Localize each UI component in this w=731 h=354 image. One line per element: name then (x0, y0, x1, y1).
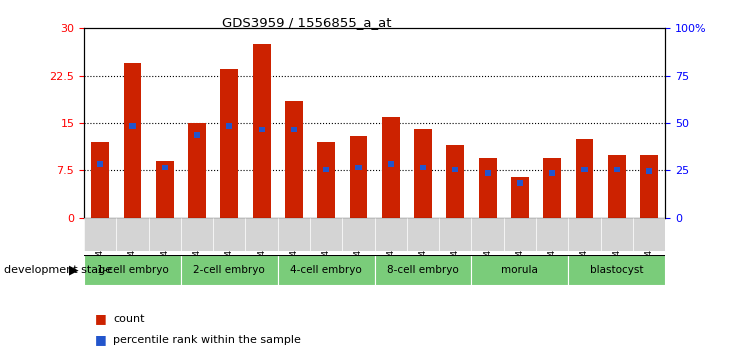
Text: ■: ■ (95, 333, 107, 346)
Bar (226, 123, 232, 129)
FancyBboxPatch shape (148, 218, 181, 251)
Bar (613, 167, 620, 172)
Bar (608, 155, 626, 218)
Bar (447, 145, 464, 218)
FancyBboxPatch shape (471, 218, 504, 251)
Text: percentile rank within the sample: percentile rank within the sample (113, 335, 301, 345)
Bar (479, 158, 496, 218)
Bar (485, 170, 491, 176)
Text: 8-cell embryo: 8-cell embryo (387, 265, 459, 275)
FancyBboxPatch shape (439, 218, 471, 251)
Bar (575, 139, 594, 218)
Bar (355, 165, 362, 170)
FancyBboxPatch shape (116, 218, 148, 251)
Bar (511, 177, 529, 218)
Bar (317, 142, 335, 218)
Text: count: count (113, 314, 145, 324)
FancyBboxPatch shape (536, 218, 569, 251)
Bar (640, 155, 658, 218)
Bar (253, 44, 270, 218)
FancyBboxPatch shape (569, 255, 665, 285)
Bar (420, 165, 426, 170)
FancyBboxPatch shape (278, 255, 374, 285)
Bar (549, 170, 556, 176)
FancyBboxPatch shape (504, 218, 536, 251)
FancyBboxPatch shape (342, 218, 374, 251)
FancyBboxPatch shape (84, 255, 181, 285)
Bar (97, 161, 103, 167)
Bar (646, 169, 652, 174)
FancyBboxPatch shape (633, 218, 665, 251)
Bar (517, 180, 523, 185)
Bar (259, 127, 265, 132)
FancyBboxPatch shape (601, 218, 633, 251)
Bar (387, 161, 394, 167)
Bar (323, 167, 330, 172)
Text: GDS3959 / 1556855_a_at: GDS3959 / 1556855_a_at (222, 16, 392, 29)
FancyBboxPatch shape (84, 218, 116, 251)
FancyBboxPatch shape (278, 218, 310, 251)
Bar (543, 158, 561, 218)
FancyBboxPatch shape (181, 255, 278, 285)
Text: 2-cell embryo: 2-cell embryo (194, 265, 265, 275)
Bar (129, 123, 136, 129)
Text: development stage: development stage (4, 265, 112, 275)
Bar (188, 123, 206, 218)
Text: 1-cell embryo: 1-cell embryo (96, 265, 168, 275)
FancyBboxPatch shape (246, 218, 278, 251)
Text: ▶: ▶ (69, 263, 78, 276)
Bar (91, 142, 109, 218)
Bar (221, 69, 238, 218)
Text: 4-cell embryo: 4-cell embryo (290, 265, 362, 275)
Bar (581, 167, 588, 172)
FancyBboxPatch shape (407, 218, 439, 251)
Bar (382, 117, 400, 218)
FancyBboxPatch shape (471, 255, 569, 285)
Bar (414, 129, 432, 218)
Bar (162, 165, 168, 170)
Bar (291, 127, 297, 132)
Bar (452, 167, 458, 172)
Bar (349, 136, 368, 218)
FancyBboxPatch shape (181, 218, 213, 251)
Text: blastocyst: blastocyst (590, 265, 643, 275)
Bar (156, 161, 174, 218)
Bar (124, 63, 141, 218)
Bar (285, 101, 303, 218)
FancyBboxPatch shape (310, 218, 342, 251)
FancyBboxPatch shape (213, 218, 246, 251)
FancyBboxPatch shape (374, 255, 471, 285)
Text: morula: morula (501, 265, 538, 275)
FancyBboxPatch shape (569, 218, 601, 251)
FancyBboxPatch shape (374, 218, 407, 251)
Bar (194, 132, 200, 138)
Text: ■: ■ (95, 312, 107, 325)
